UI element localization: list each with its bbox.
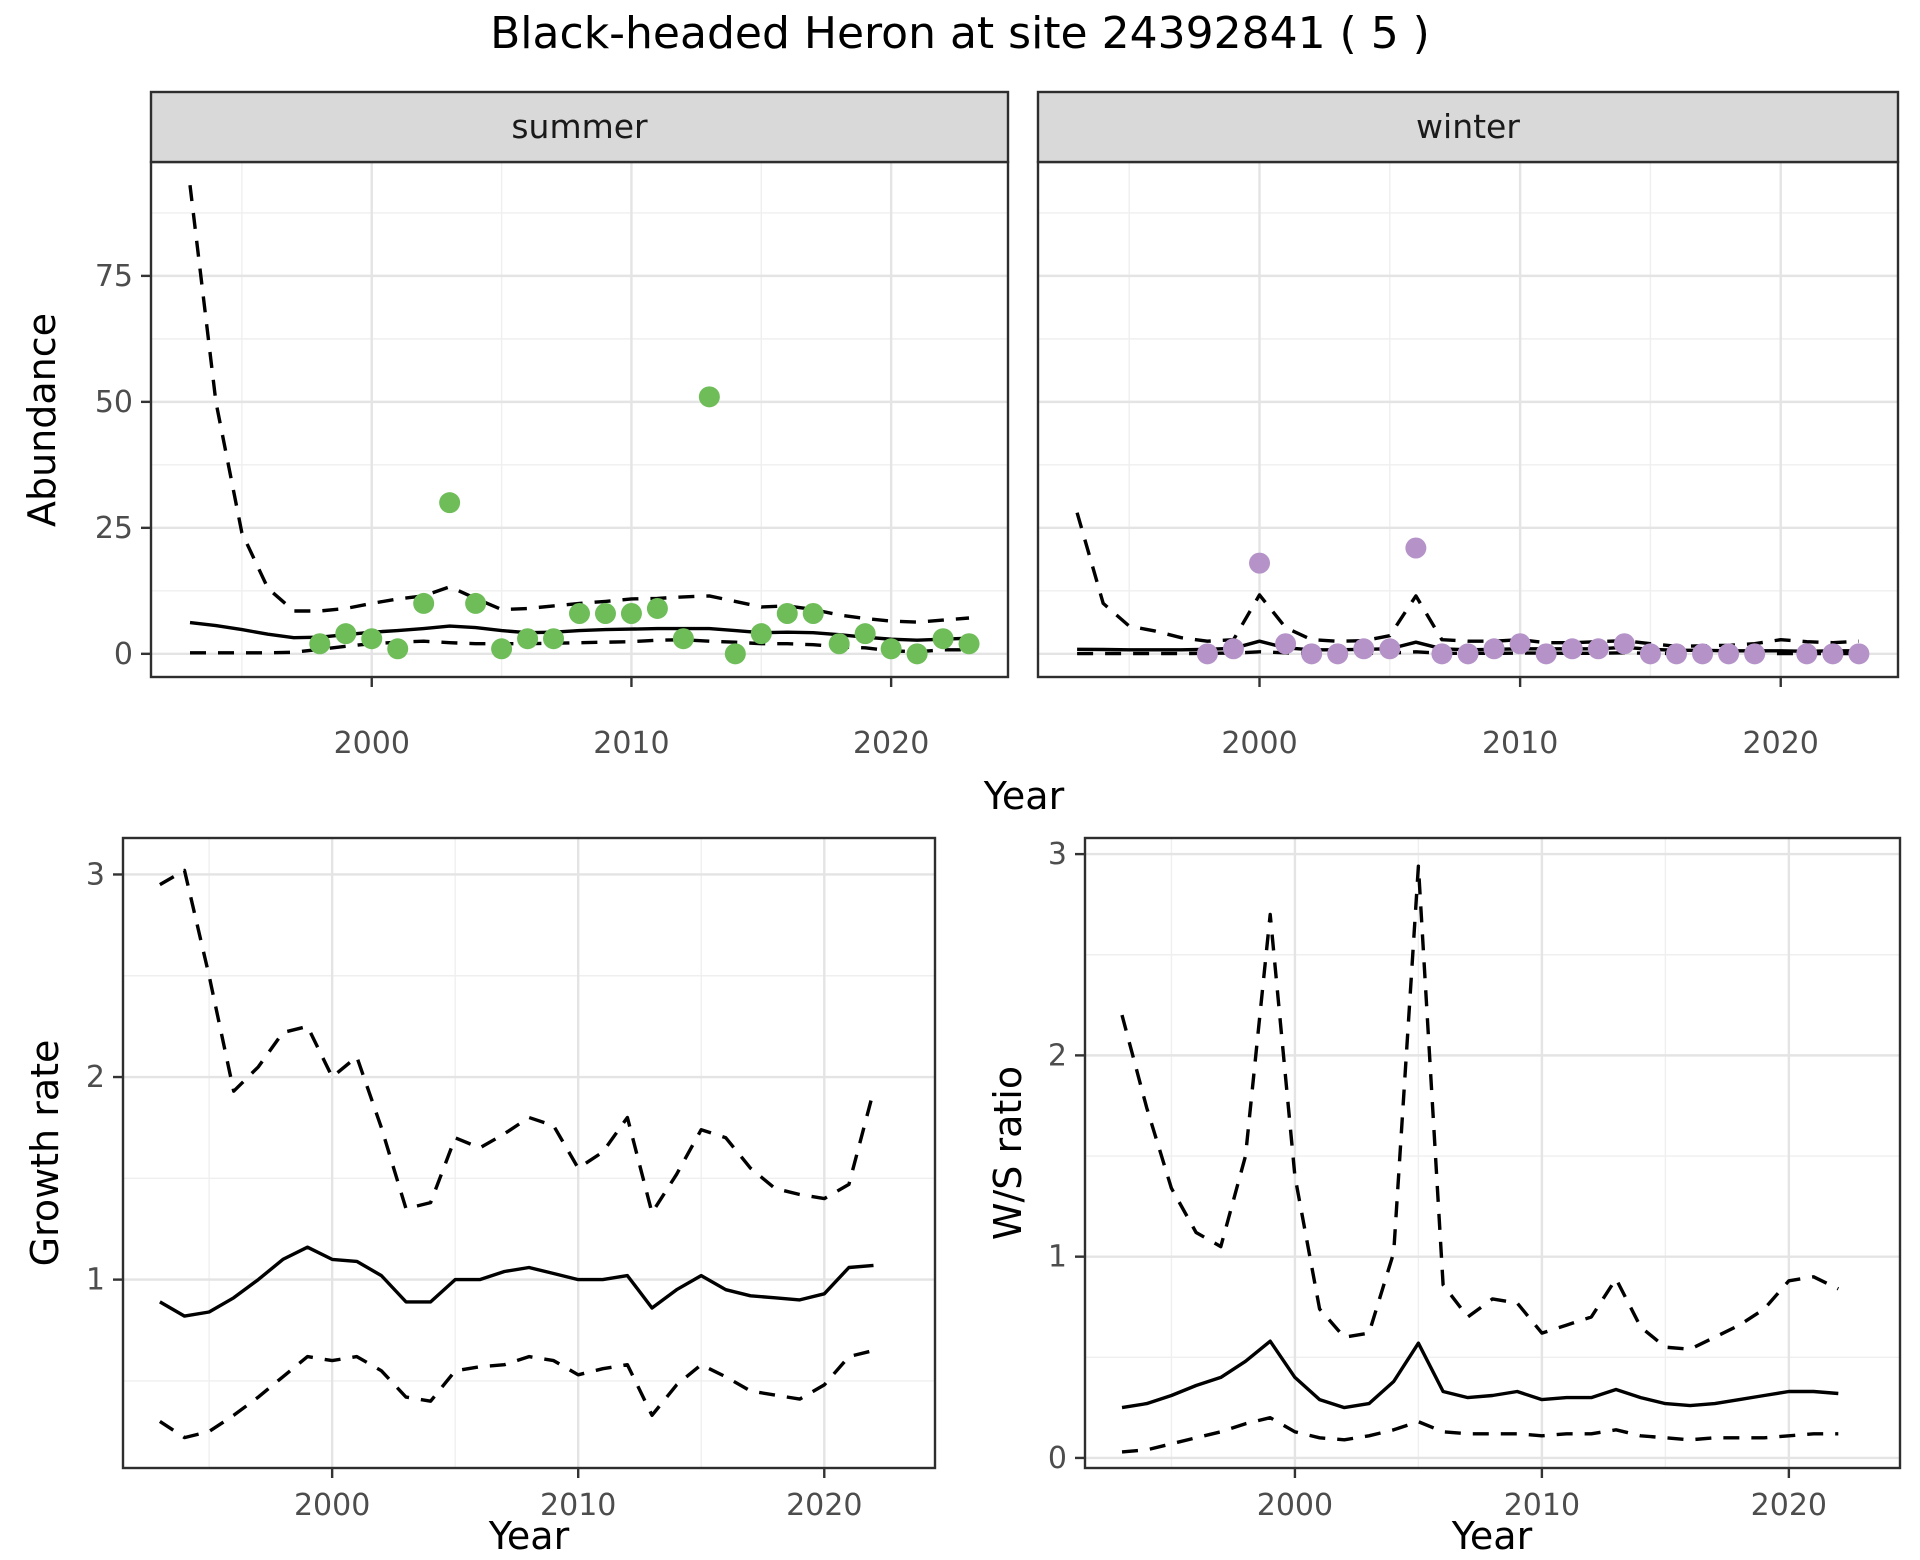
summer-data-point <box>517 628 539 650</box>
winter-data-point <box>1744 643 1766 665</box>
summer-data-point <box>439 492 461 514</box>
winter-data-point <box>1848 643 1870 665</box>
winter-data-point <box>1353 638 1375 660</box>
chart-growth-rate: 2000 2010 2020 1 2 3 <box>86 836 937 1523</box>
summer-data-point <box>543 628 565 650</box>
y-tick-label: 2 <box>86 1060 105 1095</box>
winter-data-point <box>1692 643 1714 665</box>
x-tick-label: 2000 <box>1221 726 1297 761</box>
summer-data-point <box>387 638 409 660</box>
y-tick-label: 1 <box>86 1263 105 1298</box>
facet-strip <box>149 90 1010 164</box>
winter-data-point <box>1718 643 1740 665</box>
summer-data-point <box>698 386 720 408</box>
x-tick-label: 2020 <box>786 1488 862 1523</box>
x-tick-label: 2020 <box>853 726 929 761</box>
summer-data-point <box>465 592 487 614</box>
chart-abundance-winter: winter 2000 2010 2020 <box>1036 90 1900 761</box>
facet-strip <box>1036 90 1900 164</box>
summer-data-point <box>854 623 876 645</box>
summer-data-point <box>880 638 902 660</box>
y-tick-label: 25 <box>95 511 133 546</box>
summer-data-point <box>413 592 435 614</box>
ws-upper-ci-line <box>1120 864 1840 1351</box>
summer-data-point <box>776 603 798 625</box>
y-tick-label: 3 <box>1048 837 1067 872</box>
y-tick-label: 50 <box>95 385 133 420</box>
y-axis-title-abundance: Abundance <box>20 312 64 528</box>
winter-data-point <box>1613 633 1635 655</box>
panel-background <box>1085 838 1900 1468</box>
winter-data-point <box>1379 638 1401 660</box>
winter-data-point <box>1222 638 1244 660</box>
winter-data-point <box>1405 537 1427 559</box>
winter-data-point <box>1275 633 1297 655</box>
growth-fit-line <box>159 1245 874 1318</box>
winter-data-point <box>1431 643 1453 665</box>
panel-border <box>121 836 937 1470</box>
x-tick-label: 2010 <box>540 1488 616 1523</box>
ws-lower-ci-line <box>1121 1416 1839 1454</box>
facet-strip-label: summer <box>511 107 648 146</box>
summer-data-point <box>958 633 980 655</box>
y-tick-label: 75 <box>95 259 133 294</box>
x-tick-label: 2010 <box>1504 1488 1580 1523</box>
ws-fit-line <box>1121 1339 1839 1410</box>
summer-data-point <box>646 597 668 619</box>
winter-data-point <box>1327 643 1349 665</box>
panel-background <box>123 838 935 1468</box>
winter-data-point <box>1535 643 1557 665</box>
panel-border <box>1083 836 1902 1470</box>
winter-data-point <box>1457 643 1479 665</box>
x-axis-title-ws: Year <box>1451 1514 1533 1558</box>
summer-data-point <box>724 643 746 665</box>
x-axis-title-top: Year <box>983 774 1065 818</box>
winter-data-point <box>1796 643 1818 665</box>
x-tick-label: 2020 <box>1743 726 1819 761</box>
x-tick-label: 2010 <box>593 726 669 761</box>
summer-data-point <box>620 603 642 625</box>
winter-data-point <box>1561 638 1583 660</box>
chart-abundance-summer: summer 2000 2010 2020 0 25 50 75 <box>95 90 1010 761</box>
growth-upper-ci-line <box>159 868 876 1215</box>
winter-data-point <box>1587 638 1609 660</box>
page-title: Black-headed Heron at site 24392841 ( 5 … <box>490 8 1430 59</box>
chart-ws-ratio: 2000 2010 2020 0 1 2 3 <box>1048 836 1902 1523</box>
winter-data-point <box>1509 633 1531 655</box>
summer-data-point <box>569 603 590 625</box>
winter-data-point <box>1665 643 1687 665</box>
winter-data-point <box>1483 638 1505 660</box>
x-tick-label: 2020 <box>1751 1488 1827 1523</box>
x-axis-title-growth: Year <box>488 1514 570 1558</box>
summer-data-point <box>802 603 824 625</box>
summer-data-point <box>932 628 954 650</box>
summer-data-point <box>828 633 850 655</box>
summer-data-point <box>309 633 331 655</box>
summer-data-point <box>361 628 383 650</box>
summer-data-point <box>491 638 513 660</box>
summer-data-point <box>750 623 772 645</box>
winter-data-point <box>1822 643 1844 665</box>
growth-lower-ci-line <box>158 1348 874 1440</box>
y-tick-label: 3 <box>86 857 105 892</box>
y-tick-label: 1 <box>1048 1240 1067 1275</box>
x-tick-label: 2010 <box>1482 726 1558 761</box>
winter-data-point <box>1639 643 1661 665</box>
summer-data-point <box>906 643 928 665</box>
y-tick-label: 2 <box>1048 1038 1067 1073</box>
x-tick-label: 2000 <box>334 726 410 761</box>
winter-data-point <box>1196 643 1218 665</box>
facet-strip-label: winter <box>1416 107 1520 146</box>
y-tick-label: 0 <box>1048 1441 1067 1476</box>
winter-data-point <box>1301 643 1323 665</box>
panel-background <box>1038 162 1898 677</box>
x-tick-label: 2000 <box>1257 1488 1333 1523</box>
summer-data-point <box>672 628 694 650</box>
y-tick-label: 0 <box>114 637 133 672</box>
winter-data-point <box>1249 552 1271 574</box>
summer-data-point <box>335 623 357 645</box>
summer-data-point <box>594 603 616 625</box>
x-tick-label: 2000 <box>294 1488 370 1523</box>
